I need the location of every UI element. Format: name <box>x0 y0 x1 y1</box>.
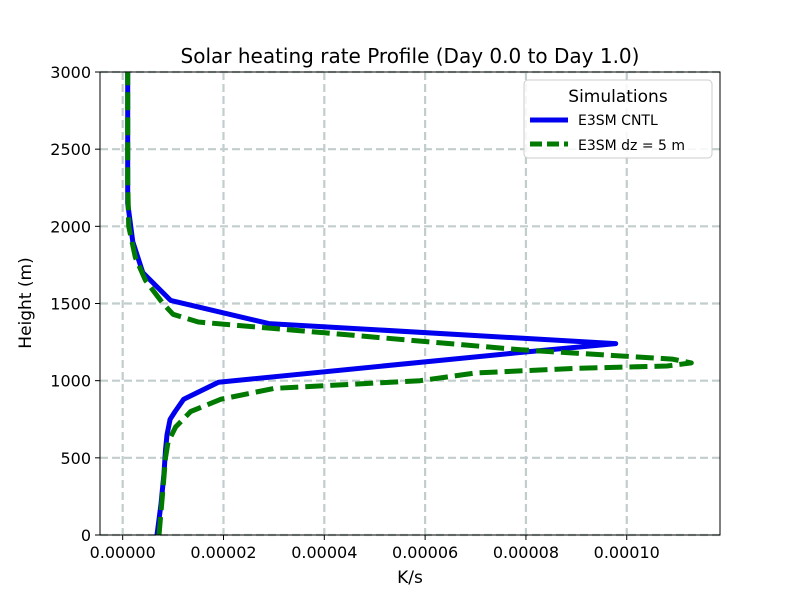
x-axis-label: K/s <box>397 568 423 588</box>
y-tick-label: 2500 <box>50 140 91 159</box>
x-tick-label: 0.00000 <box>90 543 156 562</box>
x-tick-label: 0.00006 <box>392 543 458 562</box>
y-tick-label: 2000 <box>50 217 91 236</box>
y-axis-label: Height (m) <box>16 257 36 348</box>
legend-label-e3sm-cntl: E3SM CNTL <box>578 113 658 129</box>
y-tick-label: 3000 <box>50 63 91 82</box>
y-tick-label: 500 <box>60 449 91 468</box>
chart-title: Solar heating rate Profile (Day 0.0 to D… <box>181 44 640 68</box>
y-tick-label: 1000 <box>50 372 91 391</box>
series-line-1 <box>125 72 694 535</box>
series-group <box>125 72 694 535</box>
legend-title: Simulations <box>568 87 668 107</box>
x-tick-label: 0.00004 <box>291 543 357 562</box>
legend: Simulations E3SM CNTL E3SM dz = 5 m <box>523 79 713 159</box>
legend-box <box>523 79 713 159</box>
y-axis: 0 500 1000 1500 2000 2500 3000 <box>50 63 100 545</box>
x-tick-label: 0.00010 <box>594 543 660 562</box>
y-tick-label: 0 <box>81 526 91 545</box>
legend-label-e3sm-dz5: E3SM dz = 5 m <box>578 138 685 154</box>
x-tick-label: 0.00008 <box>493 543 559 562</box>
x-axis: 0.00000 0.00002 0.00004 0.00006 0.00008 0.000… <box>90 535 660 562</box>
y-tick-label: 1500 <box>50 295 91 314</box>
x-tick-label: 0.00002 <box>190 543 256 562</box>
